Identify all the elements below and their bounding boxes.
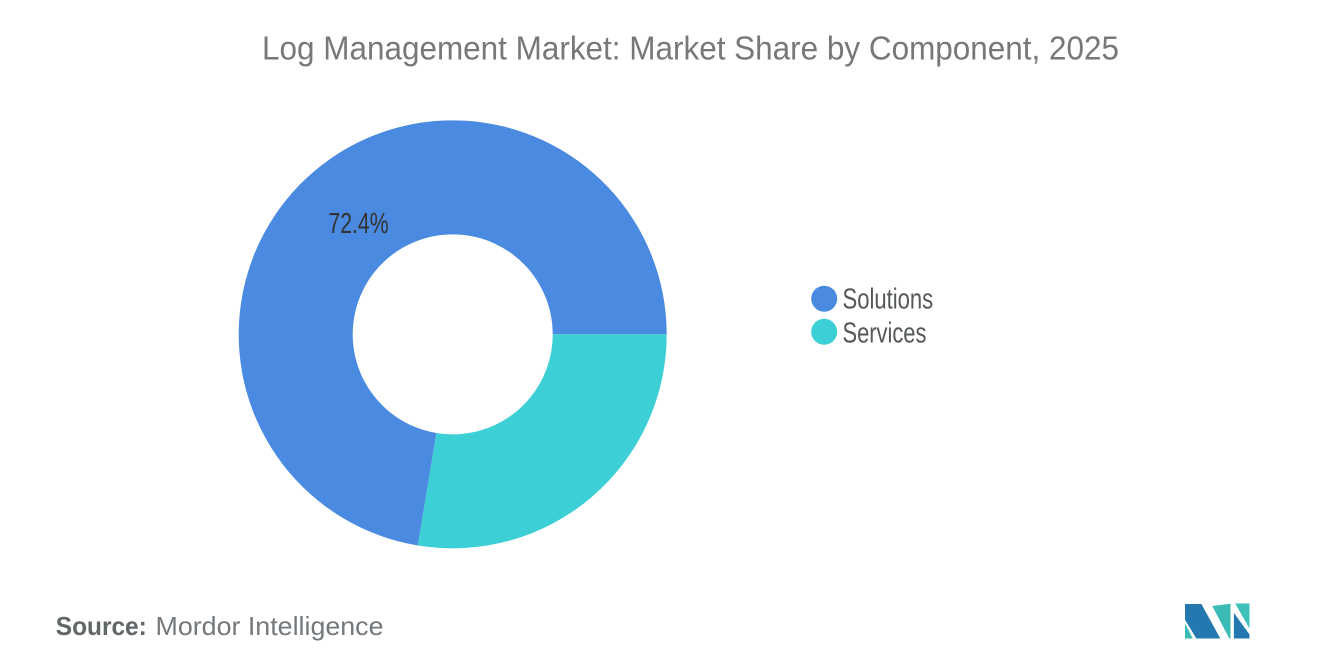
svg-text:72.4%: 72.4%: [328, 208, 388, 240]
svg-text:Services: Services: [843, 318, 927, 350]
svg-text:Source:: Source:: [56, 611, 147, 641]
svg-text:Mordor Intelligence: Mordor Intelligence: [156, 611, 384, 641]
svg-text:Log Management Market: Market: Log Management Market: Market Share by C…: [262, 30, 1119, 67]
svg-text:Solutions: Solutions: [843, 283, 934, 315]
